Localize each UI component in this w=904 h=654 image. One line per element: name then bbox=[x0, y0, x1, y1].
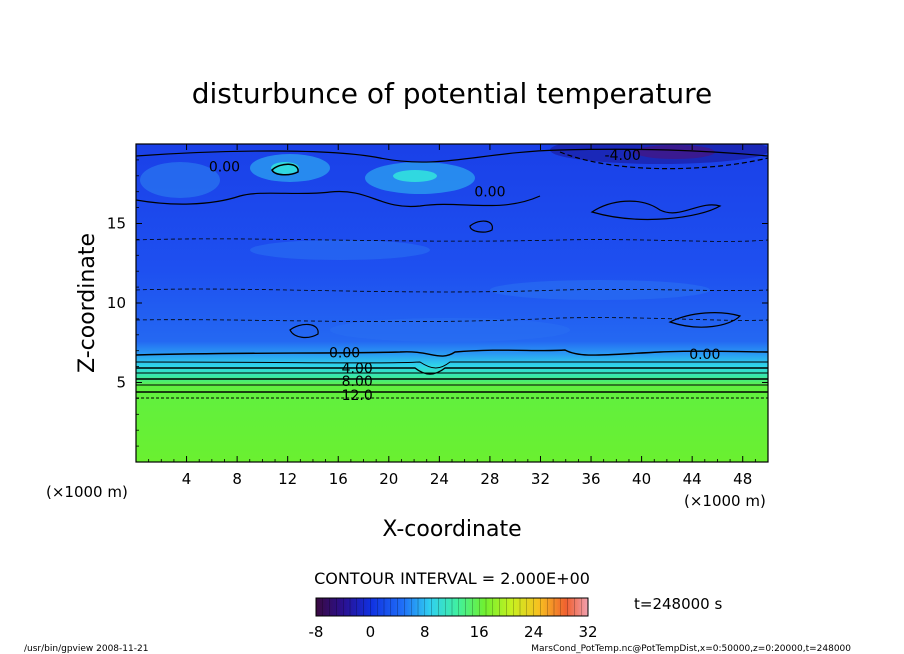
x-tick-label: 12 bbox=[278, 470, 297, 488]
y-tick-label: 10 bbox=[107, 294, 126, 312]
cold-core bbox=[635, 145, 715, 159]
contour-label: 0.00 bbox=[689, 347, 720, 363]
contour-upper bbox=[136, 148, 768, 163]
warm-patch-core-2 bbox=[393, 170, 437, 182]
contour-label: 8.00 bbox=[342, 374, 373, 390]
mid-wisp-2 bbox=[490, 280, 710, 300]
colorbar-divisions bbox=[322, 598, 582, 616]
footer-right: MarsCond_PotTemp.nc@PotTempDist,x=0:5000… bbox=[531, 644, 851, 654]
x-tick-label: 20 bbox=[379, 470, 398, 488]
contour-0 bbox=[136, 349, 768, 357]
time-label: t=248000 s bbox=[634, 595, 722, 613]
y-axis-ticks: 5 10 15 bbox=[107, 159, 768, 447]
colorbar-tick-label: 0 bbox=[366, 623, 376, 641]
x-tick-label: 16 bbox=[329, 470, 348, 488]
contour-label: -4.00 bbox=[605, 148, 641, 164]
contour-label: 0.00 bbox=[474, 185, 505, 201]
colorbar-tick-label: 24 bbox=[524, 623, 543, 641]
x-tick-label: 44 bbox=[683, 470, 702, 488]
colorbar-tick-label: 16 bbox=[470, 623, 489, 641]
x-tick-label: 28 bbox=[480, 470, 499, 488]
contour-closed-4 bbox=[289, 323, 319, 339]
x-unit-left: (×1000 m) bbox=[46, 483, 128, 501]
contour-closed-1 bbox=[590, 200, 722, 220]
heatmap-background bbox=[136, 144, 768, 462]
contour-closed-3 bbox=[271, 163, 299, 176]
x-axis-label: X-coordinate bbox=[382, 517, 521, 542]
x-tick-label: 4 bbox=[182, 470, 192, 488]
x-tick-label: 48 bbox=[733, 470, 752, 488]
contour-interval-text: CONTOUR INTERVAL = 2.000E+00 bbox=[314, 569, 590, 588]
colorbar-tick-label: -8 bbox=[309, 623, 324, 641]
contour-label: 12.0 bbox=[342, 388, 373, 404]
footer-left: /usr/bin/gpview 2008-11-21 bbox=[24, 644, 148, 654]
contour-neg-mid-2 bbox=[136, 288, 768, 293]
contour-label: 0.00 bbox=[209, 159, 240, 175]
contour-closed-2 bbox=[469, 220, 493, 233]
y-axis-label: Z-coordinate bbox=[75, 233, 100, 373]
warm-patch-3 bbox=[140, 162, 220, 198]
x-tick-label: 40 bbox=[632, 470, 651, 488]
x-tick-label: 32 bbox=[531, 470, 550, 488]
contour-2 bbox=[136, 361, 768, 369]
contour-label: 4.00 bbox=[342, 361, 373, 377]
x-tick-label: 8 bbox=[232, 470, 242, 488]
contour-neg-4 bbox=[559, 151, 768, 170]
contour-4 bbox=[136, 367, 768, 375]
x-tick-label: 24 bbox=[430, 470, 449, 488]
contour-upper-2 bbox=[136, 190, 541, 208]
x-unit-right: (×1000 m) bbox=[684, 492, 766, 510]
mid-wisp-1 bbox=[250, 240, 430, 260]
y-tick-label: 15 bbox=[107, 215, 126, 233]
contour-neg-mid-1 bbox=[136, 238, 768, 242]
contour-lines bbox=[136, 148, 768, 399]
contour-neg-mid-3 bbox=[136, 317, 768, 323]
x-tick-label: 36 bbox=[581, 470, 600, 488]
contour-closed-5 bbox=[668, 312, 742, 328]
x-axis-ticks: 4 8 12 16 20 24 28 32 36 40 44 48 bbox=[148, 144, 756, 488]
y-tick-label: 5 bbox=[116, 374, 126, 392]
colorbar-ticks: -8 0 8 16 24 32 bbox=[309, 623, 598, 641]
chart-title: disturbunce of potential temperature bbox=[192, 77, 713, 110]
contour-label: 0.00 bbox=[329, 345, 360, 361]
colorbar-tick-label: 8 bbox=[420, 623, 430, 641]
mid-wisp-3 bbox=[330, 318, 570, 342]
heatmap-field bbox=[136, 144, 768, 462]
colorbar-tick-label: 32 bbox=[578, 623, 597, 641]
